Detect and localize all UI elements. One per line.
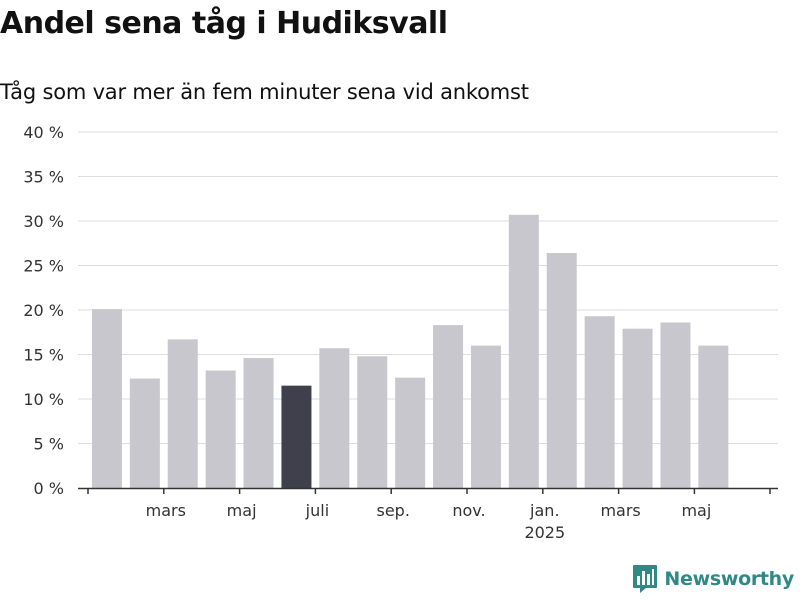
bar (508, 214, 539, 488)
y-tick-label: 10 % (23, 390, 64, 409)
bar (660, 322, 691, 488)
brand-logo: Newsworthy (632, 564, 794, 594)
y-axis-ticks: 0 % 5 % 10 % 15 % 20 % 25 % 30 % 35 % 40 % (23, 123, 64, 498)
y-tick-label: 5 % (34, 435, 64, 454)
x-tick-year-label: 2025 (524, 523, 565, 542)
y-tick-label: 35 % (23, 168, 64, 187)
grid-lines (78, 131, 778, 444)
bar (395, 377, 426, 488)
bar (243, 358, 274, 488)
bar (167, 339, 198, 488)
x-tick-label: mars (600, 501, 640, 520)
bar (281, 385, 312, 488)
bar (698, 345, 729, 488)
x-tick-label: sep. (376, 501, 409, 520)
brand-name: Newsworthy (664, 568, 794, 590)
bar (470, 345, 501, 488)
bars (91, 214, 729, 488)
x-tick-label: maj (681, 501, 711, 520)
bar (546, 253, 577, 488)
x-tick-label: nov. (452, 501, 485, 520)
x-tick-label: maj (227, 501, 257, 520)
y-tick-label: 15 % (23, 346, 64, 365)
bar-chart-icon (633, 565, 658, 593)
x-tick-label: juli (305, 501, 329, 520)
x-tick-label: mars (146, 501, 186, 520)
y-tick-label: 25 % (23, 257, 64, 276)
bar (584, 316, 615, 488)
bar (129, 378, 160, 488)
bar (205, 370, 236, 488)
chart-title: Andel sena tåg i Hudiksvall (0, 6, 448, 41)
x-axis-ticks: mars maj juli sep. nov. jan. 2025 mars maj (87, 488, 771, 542)
y-tick-label: 0 % (34, 479, 64, 498)
bar (622, 328, 653, 488)
y-tick-label: 30 % (23, 212, 64, 231)
y-tick-label: 20 % (23, 301, 64, 320)
bar (91, 309, 122, 488)
bar (433, 325, 464, 488)
bar (357, 356, 388, 488)
x-tick-label: jan. (529, 501, 559, 520)
bar (319, 348, 350, 488)
y-tick-label: 40 % (23, 123, 64, 142)
chart-subtitle: Tåg som var mer än fem minuter sena vid … (0, 80, 529, 104)
